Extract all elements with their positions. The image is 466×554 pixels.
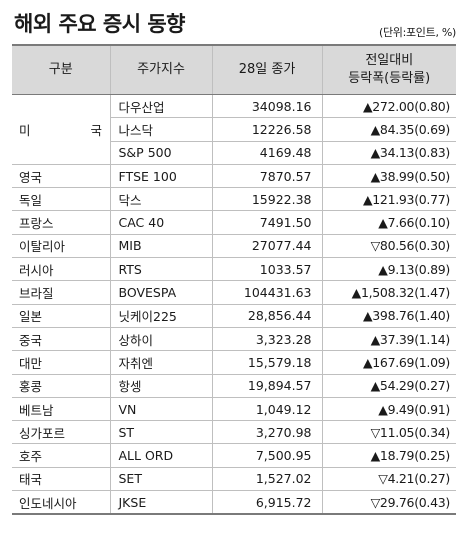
country-cell: 호주: [12, 443, 110, 468]
country-cell: 일본: [12, 304, 110, 328]
change-cell: ▲18.79(0.25): [321, 443, 456, 468]
table-row: 브라질 BOVESPA 104431.63 ▲1,508.32(1.47): [12, 280, 456, 305]
page-title: 해외 주요 증시 동향: [14, 12, 186, 36]
country-cell: 프랑스: [12, 210, 110, 235]
change-cell: ▽11.05(0.34): [321, 420, 456, 445]
index-cell: BOVESPA: [109, 280, 212, 305]
country-cell: 중국: [12, 327, 110, 352]
table-row: 베트남 VN 1,049.12 ▲9.49(0.91): [12, 397, 456, 422]
index-cell: ST: [109, 420, 212, 445]
header-country: 구분: [12, 44, 110, 95]
close-cell: 15922.38: [211, 187, 322, 212]
table-row: 호주 ALL ORD 7,500.95 ▲18.79(0.25): [12, 443, 456, 468]
change-cell: ▲398.76(1.40): [321, 304, 456, 328]
country-cell: 홍콩: [12, 374, 110, 398]
close-cell: 7870.57: [211, 164, 322, 189]
table-body: 미 국 다우산업 34098.16 ▲272.00(0.80) 나스닥 12226.58 ▲…: [12, 94, 456, 516]
index-cell: 닛케이225: [109, 304, 212, 328]
close-cell: 19,894.57: [211, 374, 322, 398]
change-cell: ▲272.00(0.80): [321, 94, 456, 119]
table-row: 이탈리아 MIB 27077.44 ▽80.56(0.30): [12, 234, 456, 259]
index-cell: 다우산업: [109, 94, 212, 119]
table-row: 프랑스 CAC 40 7491.50 ▲7.66(0.10): [12, 210, 456, 235]
close-cell: 27077.44: [211, 234, 322, 259]
index-cell: 닥스: [109, 187, 212, 212]
change-cell: ▲34.13(0.83): [321, 141, 456, 165]
table-row: 인도네시아 JKSE 6,915.72 ▽29.76(0.43): [12, 490, 456, 516]
table-row: 중국 상하이 3,323.28 ▲37.39(1.14): [12, 327, 456, 352]
change-cell: ▲38.99(0.50): [321, 164, 456, 189]
index-cell: S&P 500: [109, 141, 212, 165]
table-row: 영국 FTSE 100 7870.57 ▲38.99(0.50): [12, 164, 456, 189]
country-cell: 미 국: [12, 94, 110, 165]
header-close: 28일 종가: [211, 44, 322, 95]
index-cell: JKSE: [109, 490, 212, 516]
table-row: 싱가포르 ST 3,270.98 ▽11.05(0.34): [12, 420, 456, 445]
close-cell: 7,500.95: [211, 443, 322, 468]
index-cell: SET: [109, 467, 212, 492]
index-cell: 자취엔: [109, 350, 212, 375]
country-cell: 베트남: [12, 397, 110, 422]
table-row: 독일 닥스 15922.38 ▲121.93(0.77): [12, 187, 456, 212]
close-cell: 34098.16: [211, 94, 322, 119]
change-cell: ▲167.69(1.09): [321, 350, 456, 375]
close-cell: 7491.50: [211, 210, 322, 235]
change-cell: ▲54.29(0.27): [321, 374, 456, 398]
close-cell: 1,049.12: [211, 397, 322, 422]
index-cell: MIB: [109, 234, 212, 259]
table-row: S&P 500 4169.48 ▲34.13(0.83): [12, 141, 456, 165]
close-cell: 28,856.44: [211, 304, 322, 328]
change-cell: ▲9.13(0.89): [321, 257, 456, 282]
country-cell: 인도네시아: [12, 490, 110, 516]
header-index: 주가지수: [109, 44, 212, 95]
change-cell: ▲121.93(0.77): [321, 187, 456, 212]
close-cell: 1033.57: [211, 257, 322, 282]
index-table: 구분 주가지수 28일 종가 전일대비 등락폭(등락률) 미 국 다우산업 3409…: [12, 44, 456, 516]
index-cell: 나스닥: [109, 117, 212, 142]
country-cell: 태국: [12, 467, 110, 492]
index-cell: 상하이: [109, 327, 212, 352]
table-row: 일본 닛케이225 28,856.44 ▲398.76(1.40): [12, 304, 456, 328]
country-cell: 영국: [12, 164, 110, 189]
table-row: 미 국 다우산업 34098.16 ▲272.00(0.80): [12, 94, 456, 165]
table-row: 러시아 RTS 1033.57 ▲9.13(0.89): [12, 257, 456, 282]
country-cell: 러시아: [12, 257, 110, 282]
close-cell: 15,579.18: [211, 350, 322, 375]
change-cell: ▲7.66(0.10): [321, 210, 456, 235]
country-cell: 싱가포르: [12, 420, 110, 445]
table-row: 홍콩 항셍 19,894.57 ▲54.29(0.27): [12, 374, 456, 398]
close-cell: 3,270.98: [211, 420, 322, 445]
index-cell: FTSE 100: [109, 164, 212, 189]
change-cell: ▲9.49(0.91): [321, 397, 456, 422]
index-cell: CAC 40: [109, 210, 212, 235]
table-header-row: 구분 주가지수 28일 종가 전일대비 등락폭(등락률): [12, 44, 456, 95]
index-cell: VN: [109, 397, 212, 422]
close-cell: 3,323.28: [211, 327, 322, 352]
change-cell: ▽4.21(0.27): [321, 467, 456, 492]
index-cell: ALL ORD: [109, 443, 212, 468]
change-cell: ▲1,508.32(1.47): [321, 280, 456, 305]
header-change: 전일대비 등락폭(등락률): [321, 44, 456, 95]
index-cell: 항셍: [109, 374, 212, 398]
close-cell: 1,527.02: [211, 467, 322, 492]
close-cell: 12226.58: [211, 117, 322, 142]
table-row: 나스닥 12226.58 ▲84.35(0.69): [12, 117, 456, 142]
table-row: 대만 자취엔 15,579.18 ▲167.69(1.09): [12, 350, 456, 375]
country-cell: 대만: [12, 350, 110, 375]
country-cell: 브라질: [12, 280, 110, 305]
unit-label: (단위:포인트, %): [378, 26, 456, 39]
header-change-line1: 전일대비: [365, 53, 414, 68]
change-cell: ▲37.39(1.14): [321, 327, 456, 352]
header-change-line2: 등락폭(등락률): [348, 71, 431, 86]
index-cell: RTS: [109, 257, 212, 282]
close-cell: 104431.63: [211, 280, 322, 305]
close-cell: 6,915.72: [211, 490, 322, 516]
country-cell: 이탈리아: [12, 234, 110, 259]
table-row: 태국 SET 1,527.02 ▽4.21(0.27): [12, 467, 456, 492]
change-cell: ▽29.76(0.43): [321, 490, 456, 516]
country-cell: 독일: [12, 187, 110, 212]
close-cell: 4169.48: [211, 141, 322, 165]
change-cell: ▽80.56(0.30): [321, 234, 456, 259]
change-cell: ▲84.35(0.69): [321, 117, 456, 142]
